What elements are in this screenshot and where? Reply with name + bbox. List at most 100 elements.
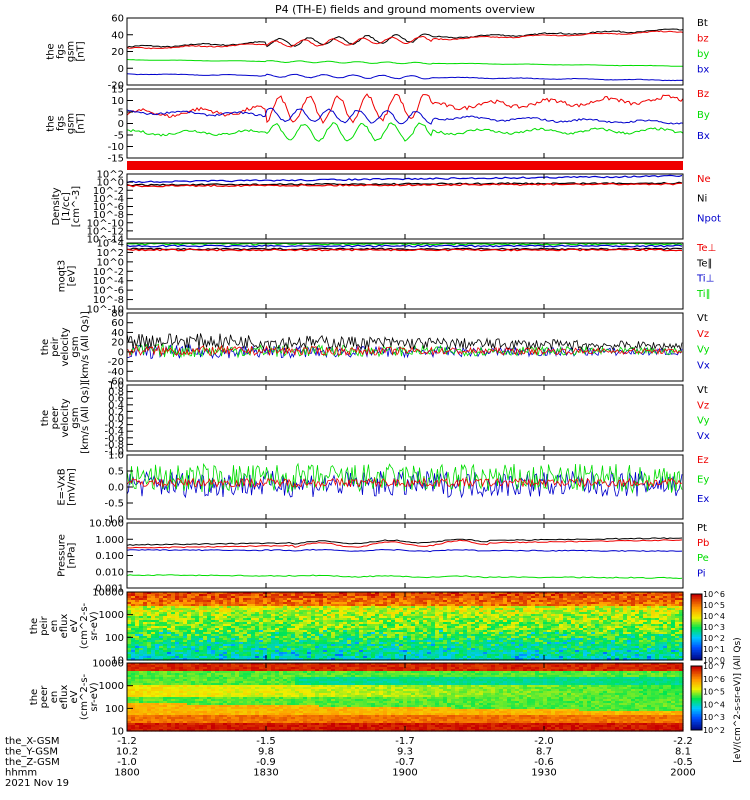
y-axis-label-line: Pressure xyxy=(57,534,68,577)
colorbar-cell xyxy=(691,715,702,718)
colorbar-cell xyxy=(691,701,702,704)
y-tick-label: 60 xyxy=(111,318,124,329)
colorbar-cell xyxy=(691,725,702,728)
y-tick-label: 10^-4 xyxy=(93,194,124,205)
y-tick-label: 10000 xyxy=(92,588,124,599)
density-series xyxy=(126,181,683,187)
colorbar-tick: 10^1 xyxy=(703,645,725,654)
y-axis-label-line: fgs xyxy=(56,116,67,131)
x-axis-value: 1830 xyxy=(253,768,278,779)
colorbar-cell xyxy=(691,677,702,680)
x-axis-value: 9.8 xyxy=(258,747,274,758)
colorbar-cell xyxy=(691,628,702,631)
y-tick-label: 80 xyxy=(111,309,124,320)
series-Bx xyxy=(126,107,684,125)
colorbar-cell xyxy=(691,710,702,713)
colorbar-cell xyxy=(691,670,702,673)
colorbar-cell xyxy=(691,699,702,702)
y-tick-label: 20 xyxy=(111,338,124,349)
y-tick-label: 10^0 xyxy=(97,257,124,268)
x-axis-date: 2021 Nov 19 xyxy=(5,778,69,789)
series-bz xyxy=(126,30,684,50)
y-tick-label: -0.2 xyxy=(104,420,124,431)
legend-Vy: Vy xyxy=(697,345,710,356)
chart-title: P4 (TH-E) fields and ground moments over… xyxy=(275,3,535,16)
legend-Vz: Vz xyxy=(697,329,709,340)
colorbar-cell xyxy=(691,683,702,686)
y-tick-label: 10^-6 xyxy=(93,202,124,213)
colorbar-cell xyxy=(691,655,702,658)
colorbar-cell xyxy=(691,643,702,646)
colorbar-cell xyxy=(691,709,702,712)
colorbar-cell xyxy=(691,698,702,701)
y-tick-label: 1.0 xyxy=(108,381,124,392)
colorbar-cell xyxy=(691,651,702,654)
colorbar-cell xyxy=(691,608,702,611)
y-tick-label: 0.8 xyxy=(108,387,124,398)
y-tick-label: -20 xyxy=(108,357,124,368)
y-axis-label-line: fgs xyxy=(56,44,67,59)
y-axis-label-line: the xyxy=(46,43,57,59)
y-axis-label-line: eV xyxy=(69,619,80,632)
y-tick-label: -20 xyxy=(108,81,124,92)
colorbar-cell xyxy=(691,605,702,608)
colorbar-cell xyxy=(691,641,702,644)
legend-Bz: Bz xyxy=(697,89,709,100)
legend-Npot: Npot xyxy=(697,213,721,224)
colorbar-cell xyxy=(691,722,702,725)
x-axis-value: 1900 xyxy=(392,768,417,779)
legend-Vx: Vx xyxy=(697,431,710,442)
y-tick-label: 0.5 xyxy=(108,467,124,478)
colorbar-cell xyxy=(691,594,702,597)
colorbar-cell xyxy=(691,631,702,635)
velocity-series xyxy=(126,343,683,360)
y-tick-label: 10^2 xyxy=(97,248,124,259)
x-axis-row-label: the_Y-GSM xyxy=(5,747,58,758)
legend-By: By xyxy=(697,110,710,121)
colorbar-cell xyxy=(691,685,702,688)
y-axis-label: moqt3 [eV] xyxy=(57,260,78,293)
colorbar-cell xyxy=(691,623,702,626)
y-tick-label: 10^-2 xyxy=(93,267,124,278)
colorbar-tick: 10^6 xyxy=(703,675,725,684)
y-axis-label-line: gsm xyxy=(66,113,77,134)
colorbar-cell xyxy=(691,669,702,672)
y-tick-label: -1.0 xyxy=(104,447,124,458)
colorbar-cell xyxy=(691,682,702,685)
legend-bz: bz xyxy=(697,34,709,45)
y-tick-label: 10^2 xyxy=(97,170,124,181)
pressure-series xyxy=(126,574,683,580)
colorbar-cell xyxy=(691,610,702,613)
colorbar-cell xyxy=(691,625,702,628)
colorbar-tick: 10^4 xyxy=(703,700,725,709)
y-axis-label-line: velocity xyxy=(60,398,71,437)
y-axis-label-line: (cm^2-s- xyxy=(79,602,90,649)
legend-Vy: Vy xyxy=(697,416,710,427)
colorbar-cell xyxy=(691,667,702,670)
colorbar-cell xyxy=(691,672,702,675)
x-axis-value: 1800 xyxy=(114,768,139,779)
y-axis-label-line: peer xyxy=(50,406,61,430)
colorbar-cell xyxy=(691,680,702,683)
y-tick-label: 10^0 xyxy=(97,178,124,189)
x-axis-value: 10.2 xyxy=(116,747,138,758)
y-tick-label: -1.0 xyxy=(104,515,124,526)
legend-by: by xyxy=(697,49,709,60)
colorbar-cell xyxy=(691,720,702,723)
colorbar-tick: 10^2 xyxy=(703,634,725,643)
colorbar-cell xyxy=(691,723,702,726)
colorbar-tick: 10^5 xyxy=(703,601,725,610)
legend-Vt: Vt xyxy=(697,385,708,396)
y-axis-label-line: eV xyxy=(69,690,80,703)
y-axis-label: the fgs gsm [nT] xyxy=(46,41,87,62)
y-axis-label: E=-VxB [mV/m] xyxy=(57,468,78,506)
colorbar-cell xyxy=(691,603,702,607)
panel-frame xyxy=(126,384,684,452)
legend-Vx: Vx xyxy=(697,360,710,371)
colorbar-cell xyxy=(691,717,702,720)
legend-Ni: Ni xyxy=(697,194,707,205)
legend-Te⊥: Te⊥ xyxy=(696,243,716,254)
colorbar-cell xyxy=(691,645,702,648)
y-tick-label: -0.5 xyxy=(104,499,124,510)
colorbar-cell xyxy=(691,633,702,636)
